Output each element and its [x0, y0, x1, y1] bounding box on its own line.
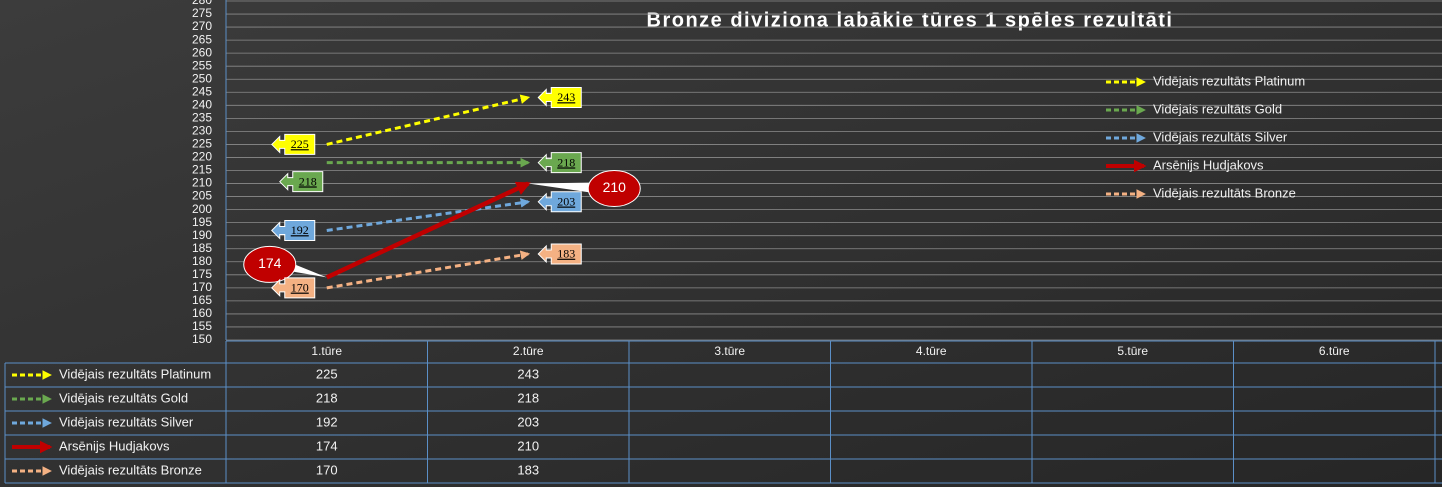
data-label: 218: [557, 155, 575, 169]
table-value: 183: [517, 462, 539, 477]
table-value: 218: [517, 390, 539, 405]
data-label: 225: [291, 137, 309, 151]
table-series-name: Vidējais rezultāts Silver: [59, 414, 194, 429]
y-tick-label: 210: [192, 176, 212, 190]
table-value: 170: [316, 462, 338, 477]
table-series-name: Vidējais rezultāts Gold: [59, 390, 188, 405]
y-tick-label: 245: [192, 84, 212, 98]
y-tick-label: 170: [192, 280, 212, 294]
table-value: 243: [517, 366, 539, 381]
table-series-name: Vidējais rezultāts Bronze: [59, 462, 202, 477]
y-tick-label: 265: [192, 32, 212, 46]
data-label: 243: [557, 90, 575, 104]
y-tick-label: 220: [192, 150, 212, 164]
table-value: 225: [316, 366, 338, 381]
data-label-box: [271, 277, 316, 299]
y-tick-label: 235: [192, 111, 212, 125]
series-line: [326, 198, 531, 232]
table-value: 192: [316, 414, 338, 429]
y-tick-label: 160: [192, 306, 212, 320]
data-label: 203: [557, 195, 575, 209]
x-tick-label: 5.tūre: [1117, 344, 1148, 358]
y-tick-label: 150: [192, 332, 212, 346]
y-tick-label: 190: [192, 228, 212, 242]
legend-label: Arsēnijs Hudjakovs: [1153, 157, 1264, 172]
y-tick-label: 225: [192, 137, 212, 151]
table-series-name: Arsēnijs Hudjakovs: [59, 438, 170, 453]
data-label-box: [279, 171, 324, 193]
data-label-box: [271, 133, 316, 155]
data-label-box: [537, 86, 582, 108]
data-label: 174: [258, 255, 282, 271]
y-tick-label: 200: [192, 202, 212, 216]
legend-label: Vidējais rezultāts Silver: [1153, 129, 1288, 144]
table-value: 210: [517, 438, 539, 453]
y-tick-label: 205: [192, 189, 212, 203]
y-tick-label: 185: [192, 241, 212, 255]
chart-title: Bronze diviziona labākie tūres 1 spēles …: [647, 9, 1174, 31]
data-label: 170: [291, 281, 309, 295]
table-value: 174: [316, 438, 338, 453]
legend-label: Vidējais rezultāts Gold: [1153, 101, 1282, 116]
y-tick-label: 260: [192, 45, 212, 59]
series-line: [326, 94, 531, 146]
table-value: 203: [517, 414, 539, 429]
callout: [587, 170, 641, 208]
data-label: 210: [603, 179, 627, 195]
data-label-box: [271, 219, 316, 241]
data-label: 218: [299, 174, 317, 188]
data-label-box: [537, 243, 582, 265]
y-tick-label: 250: [192, 71, 212, 85]
legend-label: Vidējais rezultāts Platinum: [1153, 73, 1305, 88]
y-tick-label: 270: [192, 19, 212, 33]
data-label: 192: [291, 223, 309, 237]
x-tick-label: 4.tūre: [916, 344, 947, 358]
table-series-name: Vidējais rezultāts Platinum: [59, 366, 211, 381]
y-tick-label: 240: [192, 97, 212, 111]
x-tick-label: 3.tūre: [714, 344, 745, 358]
y-tick-label: 255: [192, 58, 212, 72]
y-tick-label: 215: [192, 163, 212, 177]
y-tick-label: 280: [192, 0, 212, 7]
series-line: [325, 181, 531, 280]
callout-pointer: [528, 182, 605, 195]
data-label-box: [537, 191, 582, 213]
data-label-box: [537, 152, 582, 174]
y-tick-label: 275: [192, 6, 212, 20]
y-tick-label: 155: [192, 319, 212, 333]
y-tick-label: 180: [192, 254, 212, 268]
series-line: [326, 250, 531, 290]
y-tick-label: 195: [192, 215, 212, 229]
x-tick-label: 2.tūre: [513, 344, 544, 358]
legend-label: Vidējais rezultāts Bronze: [1153, 185, 1296, 200]
y-tick-label: 175: [192, 267, 212, 281]
y-tick-label: 230: [192, 124, 212, 138]
x-tick-label: 1.tūre: [311, 344, 342, 358]
callout: [243, 245, 297, 283]
x-tick-label: 6.tūre: [1319, 344, 1350, 358]
data-label: 183: [557, 247, 575, 261]
y-tick-label: 165: [192, 293, 212, 307]
table-value: 218: [316, 390, 338, 405]
